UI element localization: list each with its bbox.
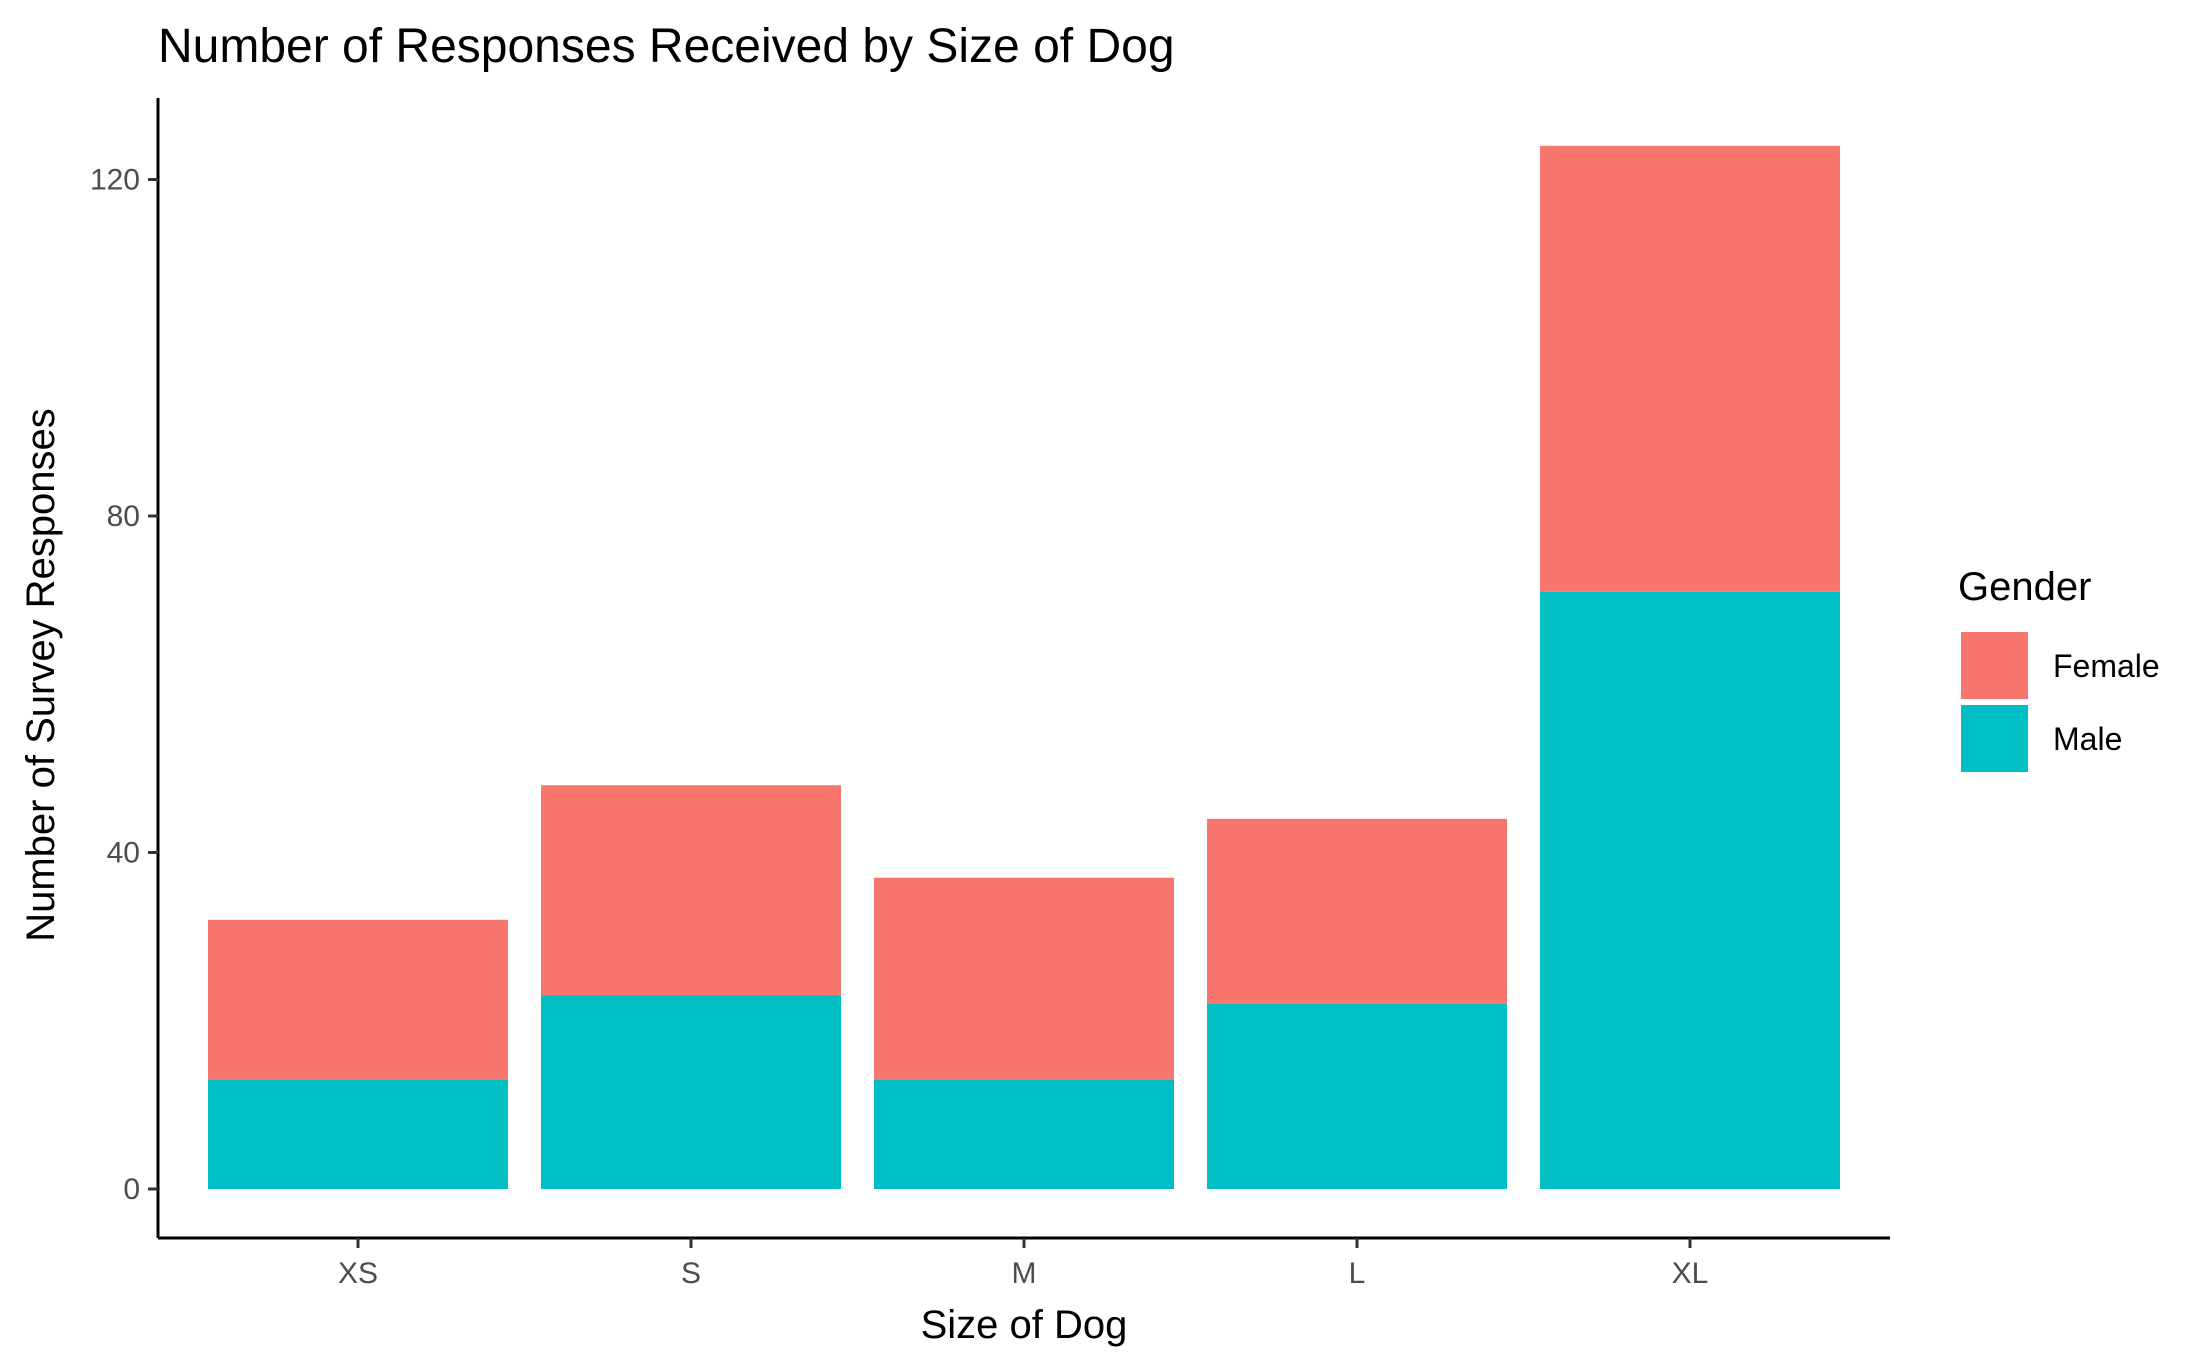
x-axis-title: Size of Dog bbox=[921, 1303, 1128, 1347]
y-tick-label: 80 bbox=[107, 500, 140, 533]
chart-title: Number of Responses Received by Size of … bbox=[158, 20, 1175, 73]
bar-s-female bbox=[541, 785, 841, 996]
legend-label-female: Female bbox=[2053, 648, 2160, 684]
y-tick-label: 40 bbox=[107, 837, 140, 870]
y-tick-label: 120 bbox=[90, 164, 140, 197]
legend-title: Gender bbox=[1958, 565, 2091, 609]
x-ticks-layer: XS S M L XL bbox=[338, 1238, 1708, 1290]
legend-key-female bbox=[1961, 632, 2028, 699]
bar-xl-female bbox=[1540, 145, 1840, 592]
y-tick-label: 0 bbox=[123, 1173, 140, 1206]
legend: Gender Female Male bbox=[1958, 565, 2160, 772]
bar-l-female bbox=[1207, 818, 1507, 1004]
x-tick-label-xl: XL bbox=[1672, 1257, 1709, 1290]
x-tick-label-s: S bbox=[681, 1257, 701, 1290]
bar-xl-male bbox=[1540, 591, 1840, 1189]
bar-m-male bbox=[874, 1079, 1174, 1189]
bar-l-male bbox=[1207, 1003, 1507, 1189]
bars-layer bbox=[208, 145, 1840, 1189]
bar-xs-female bbox=[208, 919, 508, 1080]
legend-key-male bbox=[1961, 705, 2028, 772]
x-tick-label-m: M bbox=[1012, 1257, 1037, 1290]
x-tick-label-xs: XS bbox=[338, 1257, 378, 1290]
y-axis-title: Number of Survey Responses bbox=[19, 408, 63, 942]
bar-m-female bbox=[874, 877, 1174, 1080]
bar-s-male bbox=[541, 995, 841, 1189]
legend-label-male: Male bbox=[2053, 721, 2122, 757]
y-ticks-layer: 0 40 80 120 bbox=[90, 164, 158, 1206]
bar-xs-male bbox=[208, 1079, 508, 1189]
x-tick-label-l: L bbox=[1349, 1257, 1366, 1290]
